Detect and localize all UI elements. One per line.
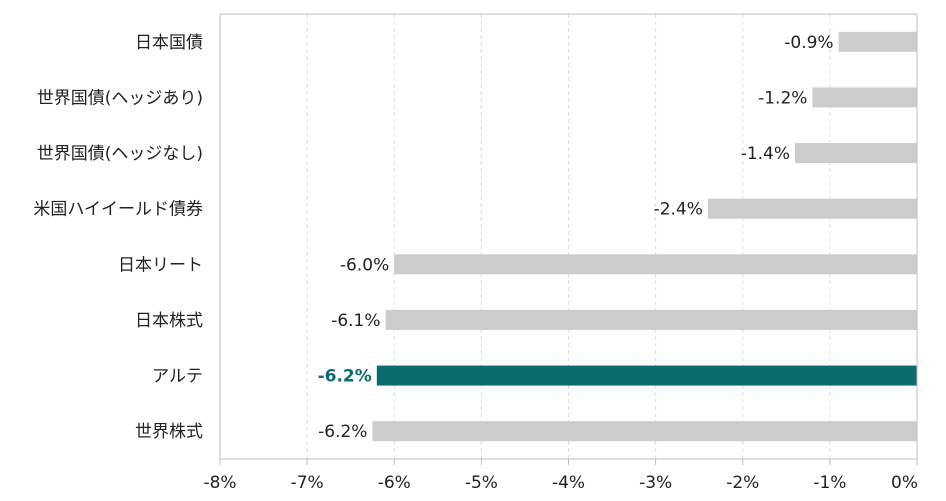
category-label: 日本株式 xyxy=(135,311,203,331)
bar xyxy=(795,143,917,164)
x-tick-label: -1% xyxy=(813,473,846,493)
value-label: -6.2% xyxy=(318,422,367,442)
axes xyxy=(219,13,918,465)
bar xyxy=(838,31,917,52)
x-tick-label: -4% xyxy=(552,473,585,493)
x-tick-label: -8% xyxy=(203,473,236,493)
bar xyxy=(394,254,917,275)
x-tick-label: -3% xyxy=(639,473,672,493)
bar xyxy=(372,421,917,442)
x-tick-label: -5% xyxy=(465,473,498,493)
category-label: 日本国債 xyxy=(135,33,203,53)
category-label: 世界国債(ヘッジあり) xyxy=(37,88,203,108)
value-label: -2.4% xyxy=(654,200,703,220)
bars xyxy=(372,31,918,442)
value-label: -1.2% xyxy=(758,88,807,108)
category-label: 日本リート xyxy=(118,255,203,275)
grid-lines xyxy=(306,14,831,459)
bar xyxy=(707,198,917,219)
category-label: 世界株式 xyxy=(135,422,203,442)
bar xyxy=(812,87,917,108)
category-label: アルテ xyxy=(152,367,203,387)
value-label: -6.0% xyxy=(340,255,389,275)
bar xyxy=(376,365,917,386)
tick-labels: -8% -7% -6% -5% -4% -3% -2% -1% 0% xyxy=(203,473,918,493)
x-tick-label: -2% xyxy=(726,473,759,493)
x-tick-label: 0% xyxy=(891,473,918,493)
category-label: 世界国債(ヘッジなし) xyxy=(37,144,203,164)
x-tick-label: -7% xyxy=(291,473,324,493)
value-labels: -0.9% -1.2% -1.4% -2.4% -6.0% -6.1% -6.2% -6.2% xyxy=(318,33,834,442)
value-label: -6.1% xyxy=(331,311,380,331)
bar xyxy=(385,309,918,330)
x-tick-label: -6% xyxy=(378,473,411,493)
value-label: -0.9% xyxy=(784,33,833,53)
category-label: 米国ハイイールド債券 xyxy=(33,200,203,220)
value-label: -6.2% xyxy=(318,367,372,387)
value-label: -1.4% xyxy=(741,144,790,164)
